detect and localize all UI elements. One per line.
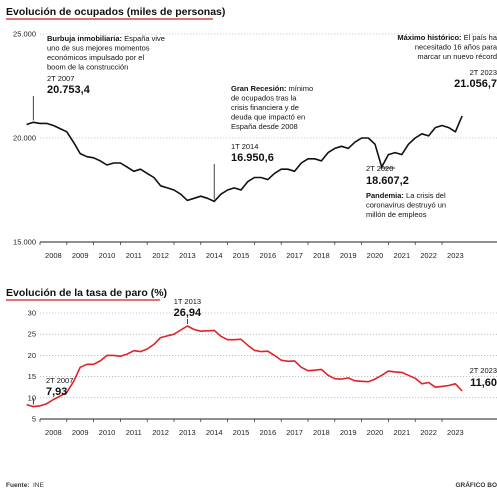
chart2-xtick-label: 2022 (420, 428, 437, 437)
chart1-xtick-label: 2019 (340, 251, 357, 260)
annotation-2020-period: 2T 2020 (366, 164, 393, 173)
chart2-xtick-label: 2023 (447, 428, 464, 437)
chart2-xtick-label: 2020 (367, 428, 384, 437)
annotation-2020-line: millón de empleos (366, 210, 427, 219)
chart2-ytick-label: 10 (28, 393, 36, 402)
footer-source-label: Fuente: (6, 482, 29, 489)
annotation-2007-line: boom de la construcción (47, 63, 128, 72)
annotation-2007-period: 2T 2007 (46, 376, 73, 385)
chart2-xtick-label: 2019 (340, 428, 357, 437)
chart1-xtick-label: 2008 (45, 251, 62, 260)
annotation-2007-value: 7,93 (46, 386, 67, 398)
footer-credit: GRÁFICO BO (455, 480, 497, 489)
chart2-xtick-label: 2016 (259, 428, 276, 437)
annotation-2007-line: económicos impulsado por el (47, 53, 144, 62)
annotation-2023-line: necesitado 16 años para (415, 43, 497, 52)
annotation-2023-line: marcar un nuevo récord (417, 52, 497, 61)
chart2-series-line (26, 325, 463, 408)
annotation-2007-line: uno de sus mejores momentos (47, 44, 150, 53)
chart1-xtick-label: 2009 (72, 251, 89, 260)
chart1-xtick-label: 2012 (152, 251, 169, 260)
chart1-xtick-label: 2013 (179, 251, 196, 260)
chart2-title: Evolución de la tasa de paro (%) (6, 287, 167, 299)
chart2-xtick-label: 2011 (126, 428, 142, 437)
chart2-xtick-label: 2021 (393, 428, 410, 437)
annotation-2020-line: coronavirus destruyó un (366, 201, 446, 210)
chart2-ytick-label: 20 (28, 351, 36, 360)
chart2-xtick-label: 2014 (206, 428, 223, 437)
annotation-2014-line: deuda que impactó en (231, 113, 305, 122)
chart1-xtick-label: 2023 (447, 251, 464, 260)
chart1-xtick-label: 2010 (99, 251, 116, 260)
chart1-ytick-label: 15.000 (13, 238, 36, 247)
chart1-xtick-label: 2016 (259, 251, 276, 260)
chart2-xtick-label: 2009 (72, 428, 89, 437)
annotation-2023-value: 21.056,7 (454, 78, 497, 90)
chart1-xtick-label: 2017 (286, 251, 303, 260)
chart2-xtick-label: 2010 (99, 428, 116, 437)
chart1-xtick-label: 2018 (313, 251, 330, 260)
chart2-xtick-label: 2015 (233, 428, 250, 437)
annotation-2014-line: España desde 2008 (231, 122, 298, 131)
annotation-2013-period: 1T 2013 (174, 297, 201, 306)
annotation-2014-line: Gran Recesión: mínimo (231, 84, 313, 93)
chart2-xtick-label: 2017 (286, 428, 303, 437)
chart1-xtick-label: 2015 (233, 251, 250, 260)
annotation-2023-line: Máximo histórico: El país ha (397, 33, 497, 42)
chart2-ytick-label: 15 (28, 372, 36, 381)
chart2-ytick-label: 5 (32, 415, 36, 424)
footer-source: INE (33, 482, 45, 489)
annotation-2013-value: 26,94 (174, 307, 202, 319)
annotation-2020-value: 18.607,2 (366, 175, 409, 187)
annotation-2023-period: 2T 2023 (470, 366, 497, 375)
chart1-ytick-label: 25.000 (13, 30, 36, 39)
chart1-xtick-label: 2011 (126, 251, 142, 260)
annotation-2014-line: de ocupados tras la (231, 94, 297, 103)
chart2-xtick-label: 2012 (152, 428, 169, 437)
chart2-ytick-label: 30 (28, 309, 36, 318)
chart1-xtick-label: 2022 (420, 251, 437, 260)
annotation-2014-period: 1T 2014 (231, 142, 258, 151)
annotation-2014-value: 16.950,6 (231, 152, 274, 164)
chart1-ytick-label: 20.000 (13, 134, 36, 143)
annotation-2023-period: 2T 2023 (470, 68, 497, 77)
chart2-ytick-label: 25 (28, 330, 36, 339)
chart2-xtick-label: 2018 (313, 428, 330, 437)
chart1-series-line (26, 115, 463, 203)
annotation-2020-line: Pandemia: La crisis del (366, 191, 446, 200)
annotation-2007-line: Burbuja inmobiliaria: España vive (47, 34, 165, 43)
annotation-2014-line: crisis financiera y de (231, 103, 299, 112)
chart1-xtick-label: 2014 (206, 251, 223, 260)
annotation-2007-period: 2T 2007 (47, 74, 74, 83)
chart1-xtick-label: 2020 (367, 251, 384, 260)
chart1-xtick-label: 2021 (393, 251, 410, 260)
chart2-xtick-label: 2013 (179, 428, 196, 437)
annotation-2007-value: 20.753,4 (47, 84, 91, 96)
chart1-title: Evolución de ocupados (miles de personas… (6, 6, 225, 18)
chart2-xtick-label: 2008 (45, 428, 62, 437)
annotation-2023-value: 11,60 (470, 377, 497, 389)
chart1-plot: 25.000 20.000 15.000 2008 2009 2010 2011 2012 20… (13, 30, 497, 260)
